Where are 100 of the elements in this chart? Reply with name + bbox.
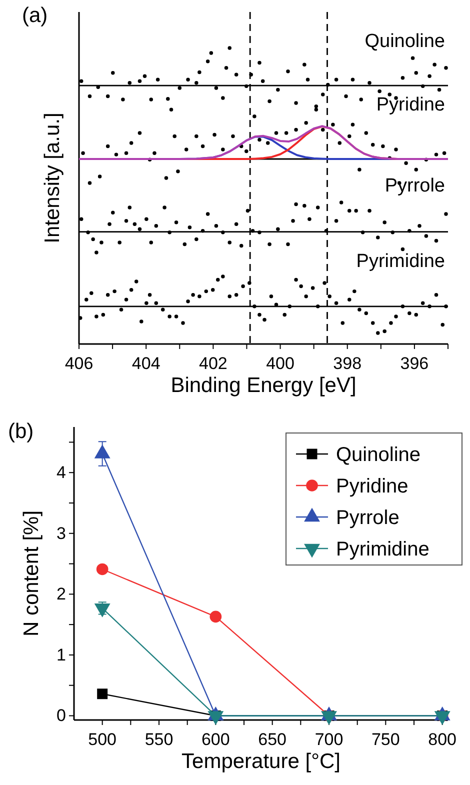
point [344,94,348,98]
point [437,88,442,92]
point [404,161,408,166]
point [221,96,225,100]
point [286,70,290,74]
point [142,74,147,78]
point [428,74,432,78]
point [442,151,446,155]
y-tick-label: 4 [56,463,66,482]
point [358,168,362,172]
x-tick-label: 600 [201,730,230,749]
point [314,108,318,112]
point [106,144,110,148]
point [224,66,228,70]
point [321,128,325,132]
point [149,98,153,102]
point [286,242,290,246]
legend-label: Pyrrole [336,507,400,529]
point [408,229,412,233]
point [124,218,128,223]
point [188,226,192,230]
point [234,222,238,226]
point [244,84,248,88]
point [86,230,90,234]
point [370,142,375,147]
point [79,79,84,84]
point [186,78,190,82]
point [174,220,178,224]
point [111,210,115,214]
point [250,229,255,233]
point [200,144,205,148]
text: (a) [22,4,48,27]
point [138,131,142,135]
point [378,89,382,94]
point [132,222,137,226]
point [294,128,298,132]
point [129,141,134,145]
series-label: Pyrimidine [356,251,445,272]
text: (b) [8,420,34,443]
point [360,230,365,234]
x-tick-label: 398 [333,354,362,373]
point [274,131,278,135]
point [400,247,405,252]
point [321,92,325,96]
point [162,206,166,210]
point [308,217,312,221]
point [138,79,142,84]
point [414,70,418,75]
point [284,131,288,135]
point [182,242,187,246]
point [444,212,448,216]
point [266,141,270,145]
x-tick-label: 404 [132,354,160,373]
point [149,240,153,244]
point [184,148,188,152]
x-tick-label: 700 [314,730,344,749]
point [88,181,92,185]
point [316,206,320,210]
point [81,151,85,155]
point [348,134,352,138]
point [326,82,330,87]
point [331,122,335,127]
point [418,224,422,228]
point [200,229,205,233]
point [164,176,168,180]
point [212,132,216,137]
point [424,234,428,238]
point [420,84,425,88]
x-tick-label: 400 [266,354,294,373]
point [368,208,372,213]
point [364,131,368,135]
legend-label: Quinoline [336,444,421,466]
point [221,148,225,152]
point [114,152,118,156]
y-axis-title: Intensity [a.u.] [41,112,64,244]
point [79,217,84,221]
point [444,66,448,70]
series-label: Pyridine [376,94,445,116]
point [410,56,415,60]
point [334,78,338,82]
point [166,97,170,101]
legend-label: Pyrimidine [336,538,430,560]
point [324,229,328,233]
point [194,237,198,242]
point [244,149,248,154]
point [106,94,110,98]
point [434,152,438,156]
x-tick-label: 500 [88,730,117,749]
point [121,98,125,102]
point [276,227,280,232]
point [276,88,280,92]
point [176,170,180,174]
point [249,72,253,77]
point [154,224,158,228]
y-tick-label: 2 [56,584,66,604]
point [168,230,172,234]
point [390,230,395,234]
point [302,62,306,66]
point [376,236,380,240]
point [124,151,128,155]
